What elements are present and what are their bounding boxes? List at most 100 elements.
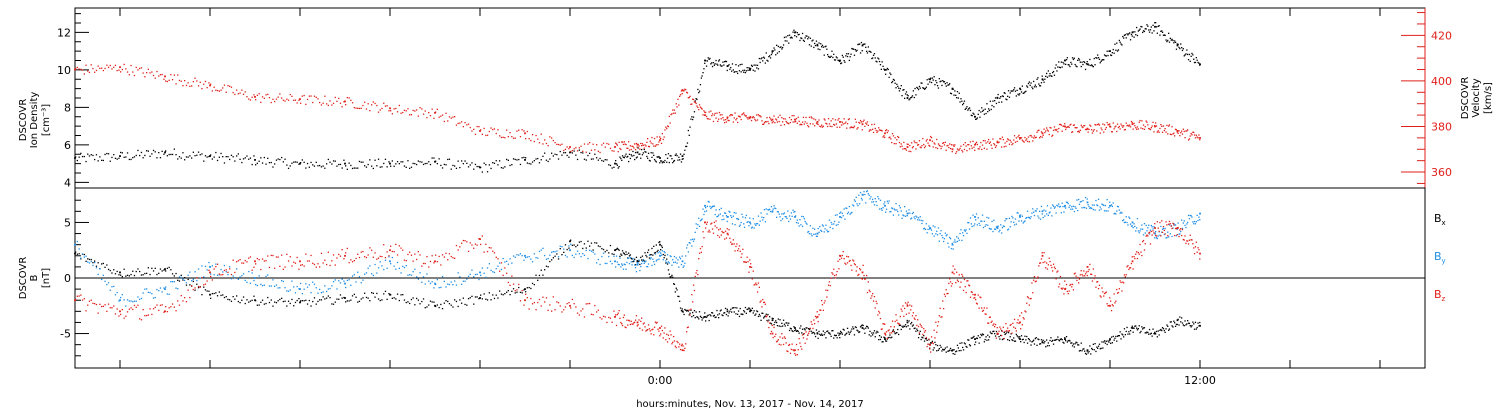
velocity-dot	[168, 79, 170, 81]
bz-dot	[814, 315, 817, 317]
velocity-dot	[912, 146, 914, 148]
velocity-dot	[1116, 130, 1118, 133]
bx-dot	[690, 309, 692, 311]
by-dot	[1143, 223, 1146, 225]
bx-dot	[936, 350, 938, 352]
velocity-dot	[941, 145, 943, 148]
bx-dot	[249, 300, 252, 302]
velocity-dot	[452, 116, 454, 118]
by-dot	[684, 262, 686, 264]
bz-dot	[661, 329, 663, 332]
by-dot	[823, 231, 825, 233]
bz-dot	[734, 250, 736, 252]
velocity-dot	[759, 115, 761, 117]
density-dot	[102, 159, 104, 162]
velocity-dot	[917, 144, 919, 146]
by-dot	[111, 286, 113, 288]
density-dot	[923, 88, 926, 90]
bz-dot	[329, 264, 331, 267]
bz-dot	[478, 238, 480, 240]
density-dot	[959, 101, 961, 103]
bx-point	[524, 288, 526, 290]
by-dot	[1189, 214, 1191, 217]
velocity-dot	[872, 131, 875, 134]
density-dot	[1114, 43, 1116, 45]
by-dot	[204, 265, 207, 268]
density-dot	[709, 57, 711, 60]
velocity-dot	[749, 117, 751, 120]
bx-dot	[497, 297, 499, 299]
velocity-dot	[835, 123, 837, 125]
bx-dot	[455, 300, 458, 303]
by-dot	[462, 280, 464, 282]
velocity-dot	[1136, 128, 1138, 130]
velocity-dot	[1072, 124, 1075, 126]
bx-dot	[1089, 345, 1091, 347]
bz-dot	[651, 329, 653, 331]
velocity-point	[951, 148, 954, 151]
bz-dot	[441, 254, 444, 256]
by-dot	[756, 223, 758, 225]
density-dot	[1142, 30, 1145, 32]
by-dot	[703, 213, 705, 216]
velocity-dot	[1138, 121, 1140, 123]
by-dot	[864, 193, 866, 196]
velocity-dot	[936, 147, 939, 150]
velocity-dot	[851, 126, 853, 128]
by-dot	[371, 273, 373, 275]
bx-dot	[106, 264, 108, 266]
bz-dot	[731, 243, 733, 245]
velocity-dot	[973, 146, 975, 148]
by-dot	[1147, 227, 1149, 229]
bx-dot	[750, 309, 753, 312]
bx-dot	[720, 309, 722, 311]
velocity-dot	[1028, 141, 1030, 143]
bx-dot	[733, 311, 735, 313]
by-dot	[768, 209, 770, 211]
bx-dot	[920, 338, 922, 341]
bx-dot	[976, 337, 978, 340]
bz-dot	[426, 256, 428, 258]
by-dot	[90, 260, 92, 263]
by-dot	[1194, 223, 1197, 225]
density-point	[839, 59, 841, 62]
density-dot	[882, 65, 884, 67]
velocity-dot	[620, 148, 622, 151]
by-dot	[180, 276, 182, 279]
bx-dot	[381, 299, 383, 301]
density-dot	[641, 148, 643, 151]
velocity-dot	[1083, 125, 1085, 127]
density-dot	[431, 157, 433, 159]
bz-dot	[332, 254, 335, 256]
by-dot	[1149, 229, 1152, 231]
density-dot	[1031, 86, 1033, 88]
velocity-dot	[807, 124, 809, 127]
bx-dot	[829, 333, 831, 335]
by-dot	[580, 255, 582, 258]
velocity-dot	[803, 123, 805, 125]
bx-dot	[651, 247, 653, 250]
bx-dot	[668, 273, 670, 275]
bz-dot	[721, 230, 723, 233]
by-dot	[813, 233, 815, 235]
density-dot	[379, 166, 381, 168]
bx-dot	[832, 330, 834, 332]
density-dot	[192, 151, 194, 153]
bz-dot	[825, 289, 827, 291]
density-dot	[858, 43, 860, 45]
by-dot	[884, 201, 886, 203]
velocity-dot	[776, 119, 778, 121]
bz-dot	[289, 256, 291, 258]
by-dot	[762, 219, 764, 221]
bz-dot	[506, 272, 508, 274]
density-dot	[716, 63, 718, 65]
density-dot	[975, 118, 977, 120]
density-dot	[866, 50, 868, 52]
velocity-dot	[1052, 134, 1054, 136]
bx-dot	[644, 252, 646, 254]
by-dot	[965, 229, 967, 231]
velocity-dot	[975, 141, 978, 143]
density-dot	[234, 160, 236, 162]
bx-dot	[788, 329, 791, 332]
density-dot	[530, 163, 532, 165]
